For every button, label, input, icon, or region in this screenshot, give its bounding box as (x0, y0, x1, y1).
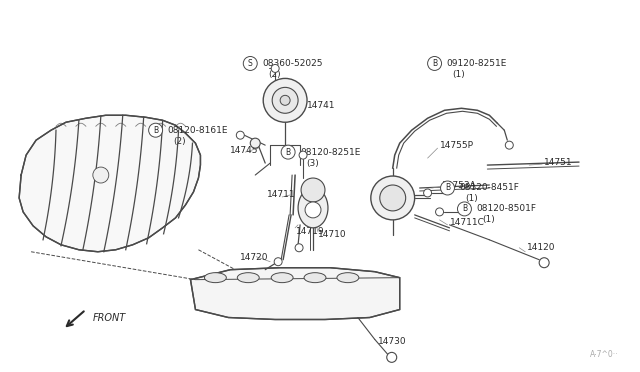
Ellipse shape (298, 188, 328, 228)
Circle shape (440, 181, 454, 195)
Circle shape (274, 258, 282, 266)
Ellipse shape (337, 273, 359, 283)
Circle shape (263, 78, 307, 122)
Text: 14719: 14719 (296, 227, 324, 236)
Circle shape (272, 87, 298, 113)
Ellipse shape (204, 273, 227, 283)
Circle shape (458, 202, 472, 216)
Text: (1): (1) (452, 70, 465, 79)
Circle shape (243, 57, 257, 70)
Circle shape (93, 167, 109, 183)
Text: 14745: 14745 (230, 145, 259, 155)
Ellipse shape (304, 273, 326, 283)
Text: 08360-52025: 08360-52025 (262, 59, 323, 68)
Circle shape (299, 151, 307, 159)
Text: (2): (2) (173, 137, 186, 146)
Circle shape (539, 258, 549, 268)
Text: S: S (248, 59, 253, 68)
Text: B: B (462, 205, 467, 214)
Text: B: B (153, 126, 158, 135)
Circle shape (295, 244, 303, 252)
Circle shape (271, 64, 279, 73)
Text: 14755P: 14755P (440, 141, 474, 150)
Text: (1): (1) (483, 215, 495, 224)
Text: 08120-8451F: 08120-8451F (460, 183, 519, 192)
Text: 08120-8501F: 08120-8501F (476, 205, 536, 214)
Circle shape (301, 178, 325, 202)
Text: 14741: 14741 (307, 101, 335, 110)
Circle shape (281, 145, 295, 159)
Text: 08120-8251E: 08120-8251E (300, 148, 360, 157)
Ellipse shape (271, 273, 293, 283)
Text: 14710: 14710 (318, 230, 347, 239)
Circle shape (250, 138, 260, 148)
Text: 14711C: 14711C (449, 218, 484, 227)
Text: B: B (445, 183, 450, 192)
Ellipse shape (237, 273, 259, 283)
Text: 14751: 14751 (544, 158, 573, 167)
Text: 14730: 14730 (378, 337, 406, 346)
Text: 14120: 14120 (527, 243, 556, 252)
Text: FRONT: FRONT (93, 312, 126, 323)
Text: (1): (1) (465, 195, 478, 203)
Circle shape (371, 176, 415, 220)
Text: B: B (432, 59, 437, 68)
Circle shape (236, 131, 244, 139)
Text: 14720: 14720 (240, 253, 269, 262)
Text: 09120-8251E: 09120-8251E (447, 59, 507, 68)
Text: 08120-8161E: 08120-8161E (168, 126, 228, 135)
Circle shape (506, 141, 513, 149)
Text: (3): (3) (306, 158, 319, 167)
Text: (2): (2) (268, 70, 281, 79)
Circle shape (424, 189, 431, 197)
Text: B: B (285, 148, 291, 157)
Circle shape (428, 57, 442, 70)
Circle shape (305, 202, 321, 218)
Polygon shape (19, 115, 200, 252)
Circle shape (387, 352, 397, 362)
Circle shape (148, 123, 163, 137)
Circle shape (280, 95, 290, 105)
Circle shape (380, 185, 406, 211)
Text: A⋅7^0··: A⋅7^0·· (590, 350, 619, 359)
Text: 14711: 14711 (267, 190, 296, 199)
Polygon shape (191, 268, 400, 320)
Circle shape (436, 208, 444, 216)
Text: 14753A: 14753A (442, 180, 476, 189)
